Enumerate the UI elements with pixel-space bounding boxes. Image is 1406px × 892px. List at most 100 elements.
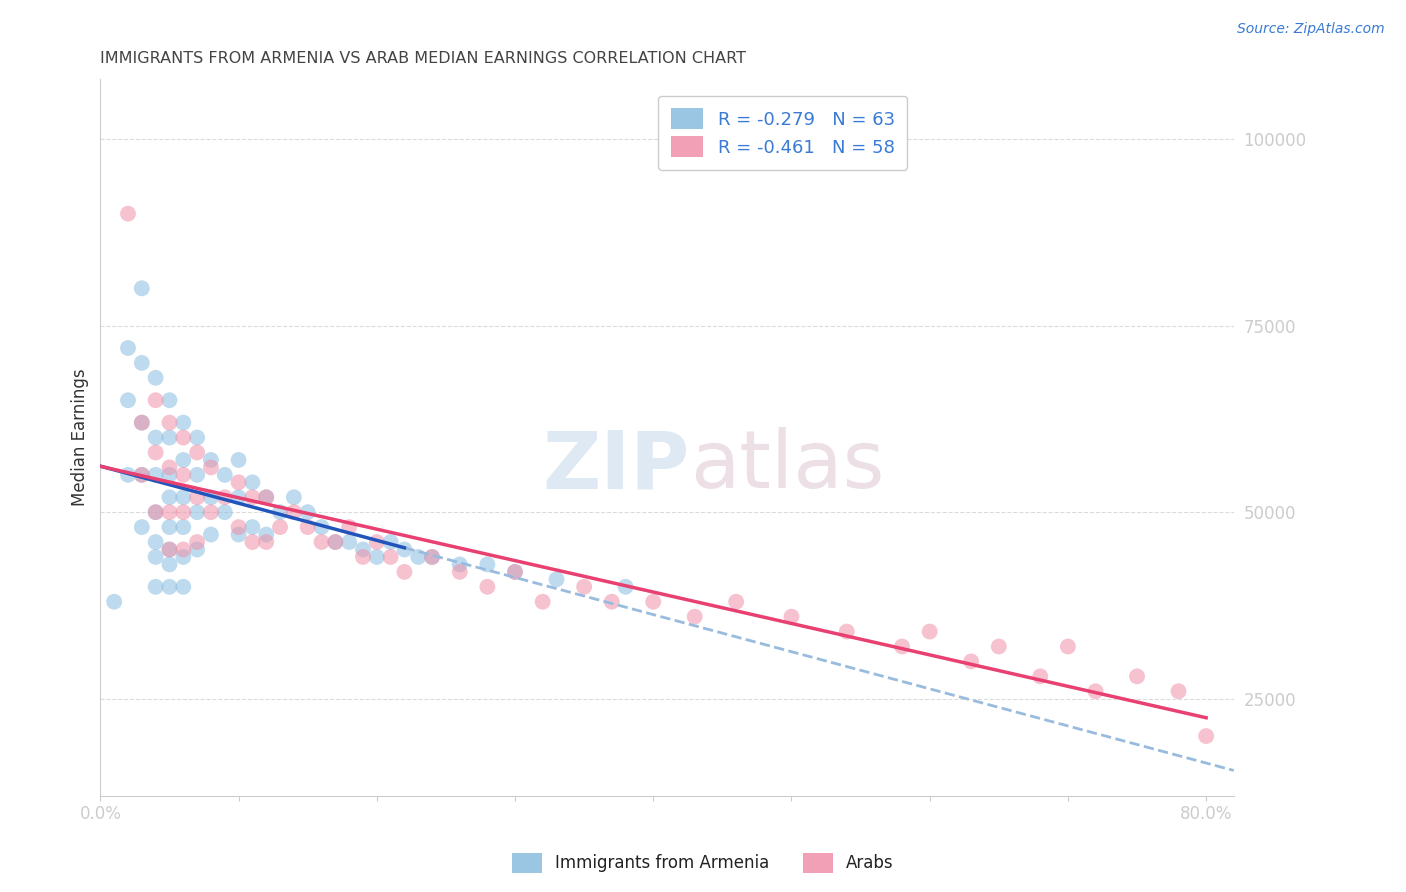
Point — [159, 558, 181, 572]
Point — [186, 505, 208, 519]
Point — [394, 542, 416, 557]
Point — [254, 490, 277, 504]
Point — [987, 640, 1010, 654]
Legend: R = -0.279   N = 63, R = -0.461   N = 58: R = -0.279 N = 63, R = -0.461 N = 58 — [658, 95, 907, 169]
Point — [311, 520, 333, 534]
Point — [145, 393, 167, 408]
Point — [186, 535, 208, 549]
Point — [172, 542, 194, 557]
Point — [117, 393, 139, 408]
Point — [283, 490, 305, 504]
Point — [131, 467, 153, 482]
Point — [159, 431, 181, 445]
Point — [1029, 669, 1052, 683]
Point — [172, 505, 194, 519]
Point — [546, 572, 568, 586]
Point — [200, 460, 222, 475]
Point — [186, 445, 208, 459]
Point — [406, 549, 429, 564]
Point — [145, 580, 167, 594]
Point — [172, 580, 194, 594]
Text: atlas: atlas — [690, 427, 884, 505]
Point — [117, 467, 139, 482]
Point — [131, 281, 153, 295]
Point — [780, 609, 803, 624]
Point — [254, 490, 277, 504]
Point — [297, 520, 319, 534]
Point — [117, 207, 139, 221]
Point — [228, 453, 250, 467]
Point — [835, 624, 858, 639]
Point — [477, 580, 499, 594]
Point — [600, 595, 623, 609]
Point — [242, 535, 264, 549]
Point — [242, 520, 264, 534]
Point — [228, 527, 250, 541]
Point — [352, 549, 374, 564]
Point — [228, 475, 250, 490]
Point — [918, 624, 941, 639]
Point — [683, 609, 706, 624]
Point — [172, 467, 194, 482]
Point — [337, 520, 360, 534]
Point — [172, 549, 194, 564]
Point — [366, 535, 388, 549]
Point — [891, 640, 914, 654]
Point — [214, 505, 236, 519]
Point — [420, 549, 443, 564]
Point — [1126, 669, 1149, 683]
Point — [214, 490, 236, 504]
Point — [614, 580, 637, 594]
Point — [283, 505, 305, 519]
Point — [172, 416, 194, 430]
Point — [186, 542, 208, 557]
Point — [200, 527, 222, 541]
Point — [366, 549, 388, 564]
Point — [186, 431, 208, 445]
Point — [311, 535, 333, 549]
Point — [380, 549, 402, 564]
Text: ZIP: ZIP — [543, 427, 690, 505]
Point — [200, 505, 222, 519]
Point — [103, 595, 125, 609]
Point — [503, 565, 526, 579]
Point — [297, 505, 319, 519]
Point — [145, 431, 167, 445]
Point — [186, 467, 208, 482]
Point — [200, 453, 222, 467]
Point — [131, 520, 153, 534]
Y-axis label: Median Earnings: Median Earnings — [72, 368, 89, 507]
Point — [172, 431, 194, 445]
Point — [159, 505, 181, 519]
Point — [159, 580, 181, 594]
Point — [643, 595, 665, 609]
Text: IMMIGRANTS FROM ARMENIA VS ARAB MEDIAN EARNINGS CORRELATION CHART: IMMIGRANTS FROM ARMENIA VS ARAB MEDIAN E… — [100, 51, 747, 66]
Point — [269, 520, 291, 534]
Point — [242, 490, 264, 504]
Point — [228, 520, 250, 534]
Point — [269, 505, 291, 519]
Point — [159, 416, 181, 430]
Point — [159, 542, 181, 557]
Point — [131, 416, 153, 430]
Point — [131, 467, 153, 482]
Text: Source: ZipAtlas.com: Source: ZipAtlas.com — [1237, 22, 1385, 37]
Point — [531, 595, 554, 609]
Point — [1167, 684, 1189, 698]
Point — [325, 535, 347, 549]
Point — [420, 549, 443, 564]
Point — [214, 467, 236, 482]
Point — [159, 460, 181, 475]
Point — [131, 356, 153, 370]
Point — [449, 565, 471, 579]
Point — [228, 490, 250, 504]
Point — [172, 490, 194, 504]
Point — [572, 580, 595, 594]
Point — [337, 535, 360, 549]
Point — [145, 535, 167, 549]
Point — [325, 535, 347, 549]
Point — [159, 393, 181, 408]
Point — [172, 520, 194, 534]
Point — [159, 490, 181, 504]
Point — [145, 371, 167, 385]
